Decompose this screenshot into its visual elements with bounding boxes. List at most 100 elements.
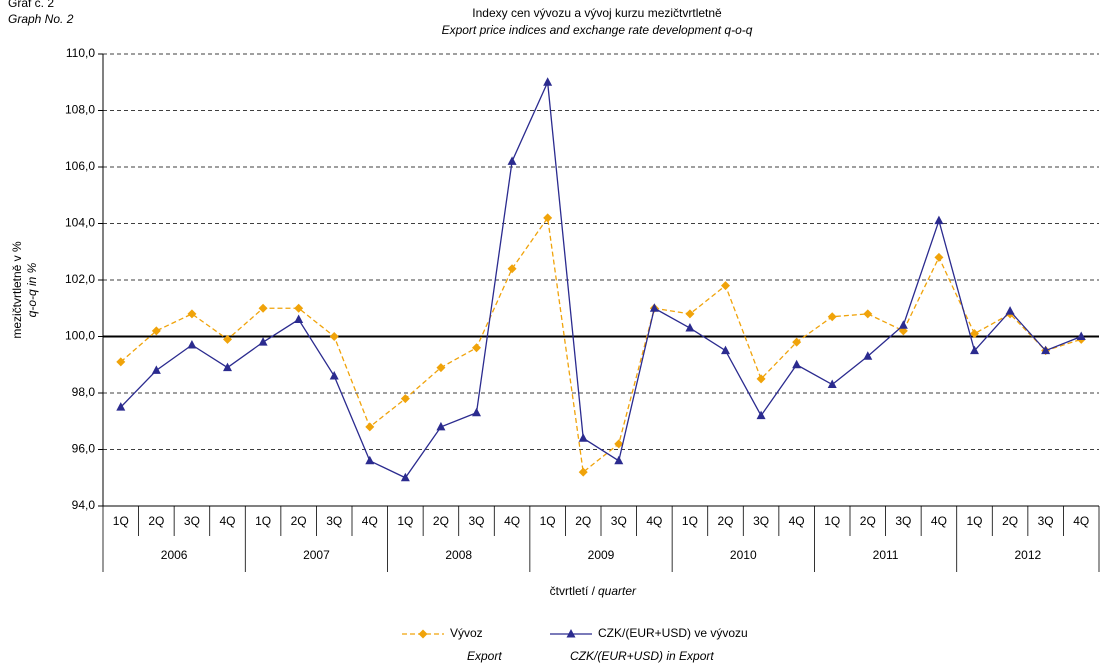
series-line [120, 79, 1082, 479]
data-point [151, 326, 161, 336]
y-axis-title: mezičtvrtletně v % [10, 241, 24, 339]
x-tick-label: 2Q [860, 514, 876, 528]
x-tick-label: 4Q [362, 514, 378, 528]
group-label: 2010 [730, 548, 757, 562]
data-point [685, 309, 695, 319]
y-tick-label: 98,0 [72, 385, 96, 399]
data-point [792, 359, 802, 369]
data-point [294, 314, 304, 324]
data-point [436, 421, 446, 431]
x-tick-label: 3Q [184, 514, 200, 528]
data-point [400, 472, 410, 482]
legend-label: CZK/(EUR+USD) ve vývozu [598, 626, 748, 640]
data-point [792, 337, 802, 347]
x-tick-label: 3Q [326, 514, 342, 528]
data-point [507, 156, 517, 165]
x-tick-label: 2Q [717, 514, 733, 528]
data-point [543, 213, 553, 223]
data-point [436, 363, 446, 373]
x-tick-label: 4Q [504, 514, 520, 528]
data-point [187, 309, 197, 319]
group-label: 2012 [1015, 548, 1042, 562]
data-point [223, 362, 232, 372]
data-point [649, 303, 659, 312]
data-point [827, 312, 837, 322]
data-point [1005, 306, 1015, 315]
data-point [187, 339, 197, 349]
x-tick-label: 4Q [1073, 514, 1089, 528]
data-point [400, 394, 410, 404]
x-tick-label: 2Q [148, 514, 164, 528]
x-tick-label: 3Q [895, 514, 911, 528]
data-point [365, 422, 375, 432]
data-point [970, 329, 979, 339]
x-tick-label: 3Q [753, 514, 769, 528]
y-tick-label: 96,0 [72, 442, 96, 456]
legend-label-en: CZK/(EUR+USD) in Export [570, 649, 714, 663]
x-tick-label: 1Q [682, 514, 698, 528]
data-point [116, 357, 126, 367]
y-axis-title-en: q-o-q in % [25, 262, 39, 317]
legend-marker [566, 629, 576, 638]
graph-label: Graf č. 2 [8, 0, 54, 10]
data-point [934, 215, 944, 225]
data-point [721, 345, 730, 355]
legend-label: Vývoz [450, 626, 483, 640]
data-point [827, 379, 837, 389]
data-point [329, 332, 339, 341]
x-tick-label: 1Q [966, 514, 982, 528]
x-axis-title: čtvrtletí / [550, 584, 596, 598]
chart-title: Indexy cen vývozu a vývoj kurzu mezičtvr… [472, 6, 722, 20]
group-label: 2009 [588, 548, 615, 562]
y-tick-label: 94,0 [72, 498, 96, 512]
x-tick-label: 4Q [931, 514, 947, 528]
data-point [863, 309, 873, 319]
data-point [898, 320, 908, 329]
group-label: 2008 [445, 548, 472, 562]
data-point [258, 303, 268, 313]
data-point [294, 303, 304, 313]
y-tick-label: 108,0 [65, 103, 95, 117]
x-tick-label: 1Q [824, 514, 840, 528]
data-point [934, 252, 944, 262]
x-tick-label: 1Q [255, 514, 271, 528]
data-point [1076, 331, 1086, 340]
data-point [116, 402, 126, 411]
data-point [578, 467, 588, 477]
data-point [543, 77, 553, 86]
x-tick-label: 3Q [1038, 514, 1054, 528]
data-point [329, 371, 339, 380]
data-point [472, 407, 481, 417]
data-point [970, 345, 979, 355]
data-point [756, 410, 766, 420]
series-line [120, 216, 1082, 474]
x-tick-label: 4Q [646, 514, 662, 528]
data-point [507, 264, 517, 274]
x-tick-label: 2Q [291, 514, 307, 528]
y-tick-label: 104,0 [65, 216, 95, 230]
data-point [365, 455, 375, 465]
data-point [472, 343, 481, 353]
y-tick-label: 106,0 [65, 159, 95, 173]
y-tick-label: 100,0 [65, 329, 95, 343]
legend-marker [418, 629, 428, 639]
data-point [578, 433, 588, 442]
legend-label-en: Export [467, 649, 502, 663]
x-tick-label: 2Q [575, 514, 591, 528]
data-point [721, 281, 730, 291]
x-tick-label: 1Q [113, 514, 129, 528]
x-tick-label: 3Q [468, 514, 484, 528]
data-point [685, 323, 695, 332]
data-point [258, 337, 268, 346]
data-point [863, 351, 873, 360]
group-label: 2007 [303, 548, 330, 562]
group-label: 2006 [161, 548, 188, 562]
data-point [756, 374, 766, 384]
x-tick-label: 1Q [397, 514, 413, 528]
chart-subtitle: Export price indices and exchange rate d… [442, 23, 753, 37]
data-point [1041, 345, 1051, 355]
x-tick-label: 1Q [540, 514, 556, 528]
y-tick-label: 102,0 [65, 272, 95, 286]
data-point [151, 365, 161, 374]
x-tick-label: 3Q [611, 514, 627, 528]
